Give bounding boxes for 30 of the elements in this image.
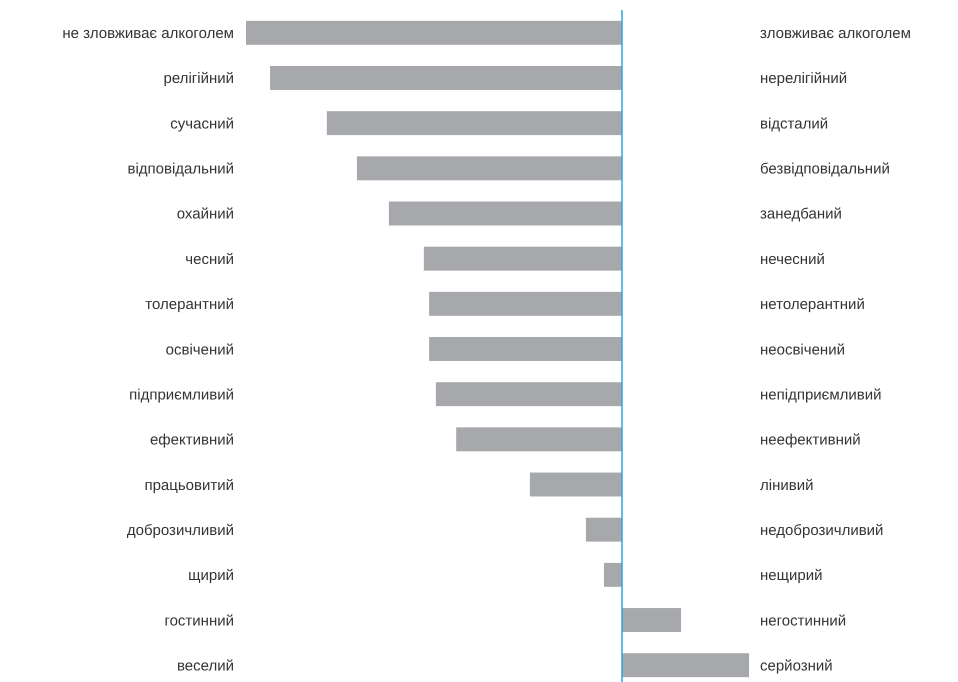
y-tick-label: працьовитий bbox=[144, 476, 234, 494]
y-tick-label: релігійний bbox=[164, 70, 234, 88]
y2-tick-label: нещирий bbox=[760, 567, 822, 584]
y-tick-label: доброзичливий bbox=[126, 522, 234, 539]
y-tick-label: освічений bbox=[166, 341, 234, 358]
y-tick-label: ефективний bbox=[150, 432, 234, 449]
y-tick-label: веселий bbox=[177, 657, 234, 674]
y2-tick-label: занедбаний bbox=[760, 206, 842, 223]
y2-tick-label: лінивий bbox=[760, 476, 814, 494]
y2-tick-label: нетолерантний bbox=[760, 296, 865, 314]
y2-tick-label: нечесний bbox=[760, 250, 825, 268]
y2-tick-label: безвідповідальний bbox=[760, 160, 890, 178]
y2-tick-label: неефективний bbox=[760, 432, 861, 449]
y-tick-label: сучасний bbox=[170, 115, 234, 132]
y-tick-label: охайний bbox=[176, 206, 234, 223]
y-tick-label: підприємливий bbox=[129, 386, 234, 404]
y2-tick-label: серйозний bbox=[760, 657, 833, 674]
y2-tick-label: нерелігійний bbox=[760, 70, 848, 88]
y2-tick-label: зловживає алкоголем bbox=[760, 25, 911, 42]
y2-tick-label: негостинний bbox=[760, 612, 846, 630]
y-tick-label: толерантний bbox=[145, 296, 234, 314]
y-tick-label: гостинний bbox=[164, 612, 234, 630]
y2-tick-label: непідприємливий bbox=[760, 386, 882, 404]
y-tick-label: щирий bbox=[188, 567, 234, 584]
y2-tick-label: недоброзичливий bbox=[760, 522, 884, 539]
y2-tick-label: неосвічений bbox=[760, 341, 845, 358]
y-tick-label: чесний bbox=[185, 250, 234, 268]
y-tick-label: відповідальний bbox=[127, 160, 234, 178]
y2-tick-label: відсталий bbox=[760, 115, 828, 132]
y-tick-label: не зловживає алкоголем bbox=[62, 25, 234, 42]
